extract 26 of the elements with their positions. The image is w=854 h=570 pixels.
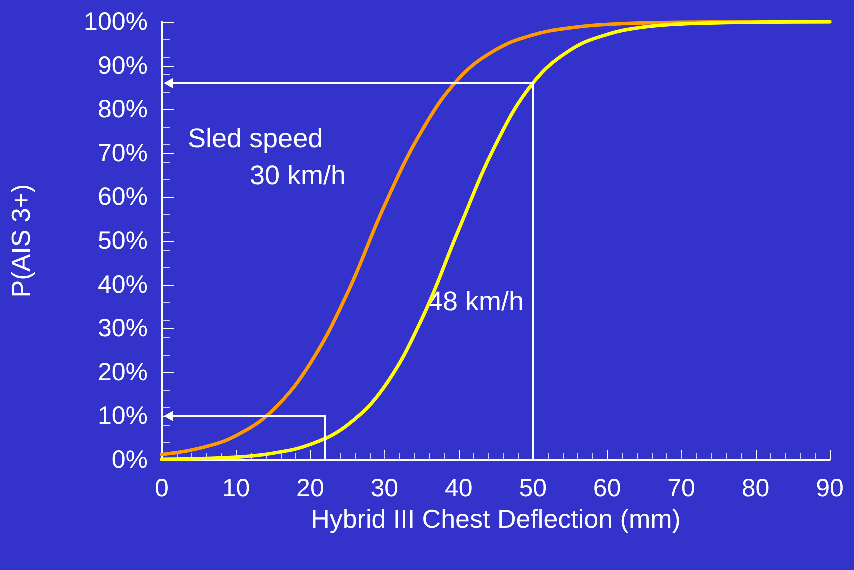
x-tick-label: 60 <box>593 474 622 502</box>
annotation: 48 km/h <box>428 286 524 316</box>
annotation: Sled speed <box>188 124 324 154</box>
y-tick-label: 80% <box>98 96 148 124</box>
x-tick-label: 0 <box>155 474 169 502</box>
y-axis-title: P(AIS 3+) <box>6 184 36 298</box>
x-tick-label: 90 <box>816 474 844 502</box>
y-tick-label: 20% <box>98 358 148 386</box>
x-tick-label: 40 <box>444 474 473 502</box>
y-tick-label: 100% <box>84 8 148 36</box>
x-tick-label: 20 <box>296 474 324 502</box>
y-tick-label: 50% <box>98 227 148 255</box>
y-tick-label: 90% <box>98 52 148 80</box>
x-tick-label: 30 <box>370 474 399 502</box>
y-tick-label: 10% <box>98 402 148 430</box>
y-tick-label: 30% <box>98 314 148 343</box>
x-tick-label: 10 <box>222 474 250 502</box>
x-tick-label: 80 <box>742 474 770 502</box>
x-tick-label: 50 <box>519 474 548 502</box>
y-tick-label: 0% <box>112 446 148 474</box>
y-tick-label: 70% <box>98 139 148 168</box>
x-axis-title: Hybrid III Chest Deflection (mm) <box>311 504 681 534</box>
annotation: 30 km/h <box>250 160 346 190</box>
y-tick-label: 40% <box>98 270 148 299</box>
x-tick-label: 70 <box>668 474 696 502</box>
y-tick-label: 60% <box>98 183 148 212</box>
